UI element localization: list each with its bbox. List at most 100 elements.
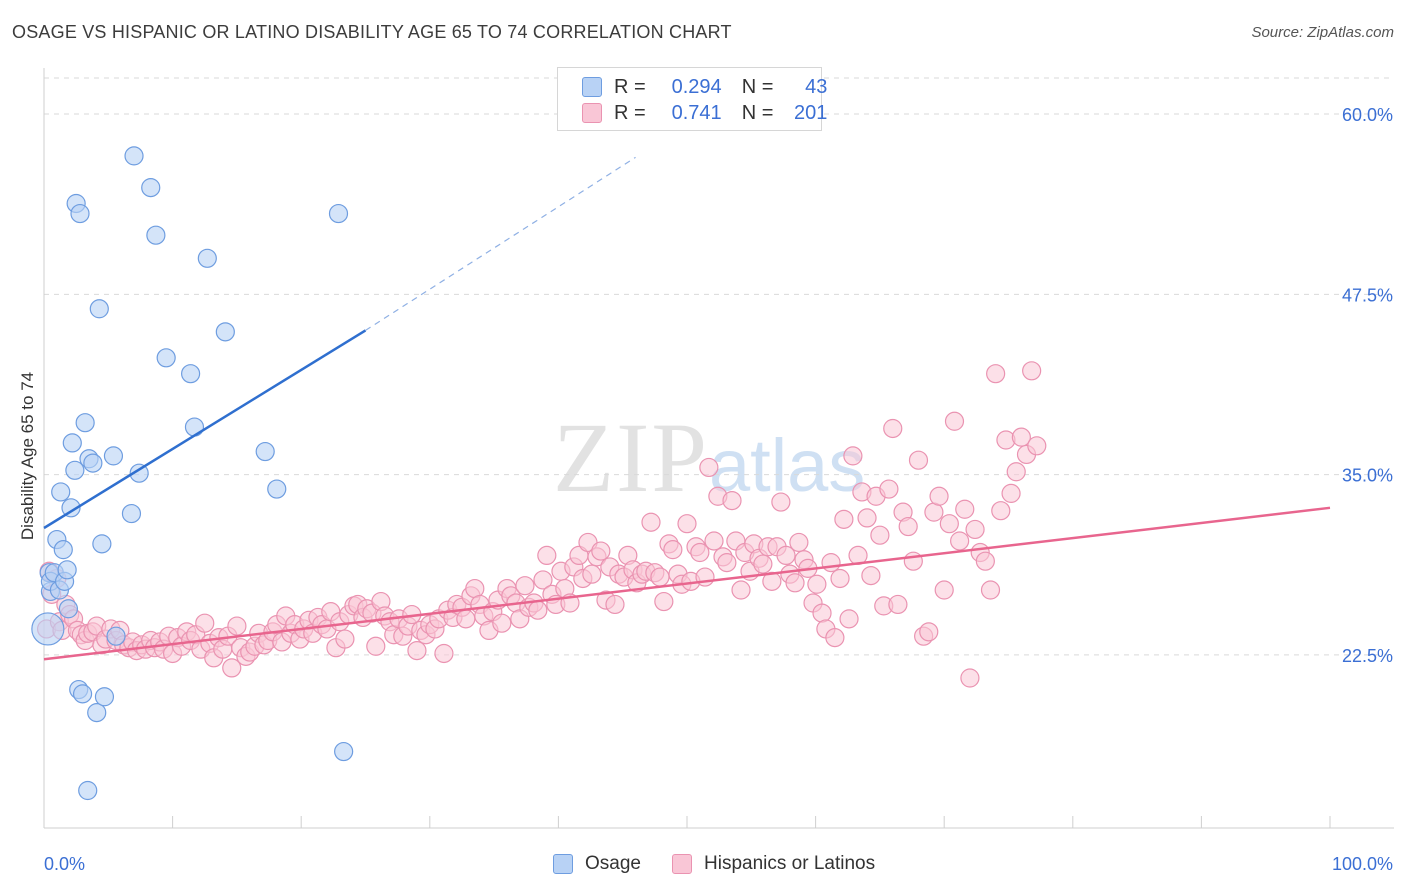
y-axis-label: Disability Age 65 to 74 [18, 371, 37, 541]
hispanic-point [991, 501, 1011, 521]
hispanic-point [898, 516, 918, 537]
hispanic-point [830, 568, 850, 589]
hispanic-point [717, 553, 737, 573]
hispanic-point [879, 479, 899, 499]
osage-point [61, 498, 81, 518]
hispanic-legend-label: Hispanics or Latinos [704, 853, 876, 874]
source-label: Source: ZipAtlas.com [1251, 24, 1394, 41]
hispanic-point [821, 553, 841, 573]
osage-point [156, 348, 176, 368]
hispanic-point [1001, 483, 1021, 503]
hispanic-point [834, 509, 854, 529]
osage-point [103, 446, 124, 466]
hispanic-point [908, 450, 929, 470]
osage-point [65, 460, 85, 480]
hispanic-point [861, 565, 881, 586]
hispanic-n-value: 201 [794, 101, 828, 124]
osage-point [70, 203, 90, 224]
hispanic-point [690, 542, 710, 563]
n-label: N = [741, 101, 774, 124]
hispanic-point [883, 418, 903, 439]
hispanic-point [582, 564, 602, 584]
osage-legend-label: Osage [585, 853, 641, 874]
hispanic-point [839, 609, 859, 629]
x-tick-label-min: 0.0% [44, 854, 85, 874]
hispanic-point [699, 457, 719, 478]
osage-point [197, 248, 217, 268]
hispanic-point [650, 567, 670, 587]
legend-item-hispanic: Hispanics or Latinos [672, 853, 875, 875]
chart-title: OSAGE VS HISPANIC OR LATINO DISABILITY A… [12, 22, 732, 42]
osage-point [31, 612, 65, 646]
osage-point [267, 479, 287, 499]
hispanic-point [195, 613, 215, 633]
hispanic-point [227, 616, 247, 636]
hispanic-legend-swatch [672, 854, 692, 874]
y-tick-label: 35.0% [1342, 466, 1393, 486]
osage-r-value: 0.294 [671, 75, 722, 98]
hispanic-point [919, 622, 939, 642]
osage-point [334, 741, 354, 762]
hispanic-point [533, 570, 553, 590]
hispanic-point [939, 514, 959, 534]
osage-point [106, 626, 126, 646]
legend-item-osage: Osage [553, 853, 641, 875]
osage-point [87, 703, 107, 723]
hispanic-point [924, 502, 944, 522]
hispanic-point [975, 551, 995, 571]
hispanic-swatch [582, 103, 602, 123]
legend-row-osage: R = 0.294 N = 43 [582, 75, 827, 99]
hispanic-point [888, 594, 908, 615]
hispanic-point [407, 640, 427, 661]
osage-point [92, 534, 112, 554]
hispanic-point [722, 490, 742, 511]
osage-trend-line [43, 329, 367, 530]
legend-row-hispanic: R = 0.741 N = 201 [582, 101, 827, 125]
r-label: R = [614, 75, 646, 98]
hispanic-point [528, 600, 548, 620]
hispanic-point [812, 603, 832, 623]
hispanic-point [537, 545, 557, 566]
osage-point [146, 225, 166, 245]
osage-point [328, 203, 349, 224]
hispanic-point [955, 499, 975, 519]
hispanic-point [677, 514, 697, 534]
hispanic-point [456, 609, 476, 629]
hispanic-point [1011, 427, 1031, 447]
hispanic-point [492, 613, 512, 633]
hispanic-point [465, 578, 485, 599]
correlation-legend: R = 0.294 N = 43 R = 0.741 N = 201 [557, 67, 827, 131]
osage-point [215, 322, 235, 342]
hispanic-point [753, 554, 773, 574]
y-tick-label: 60.0% [1342, 105, 1393, 125]
osage-point [72, 684, 93, 704]
osage-point [181, 364, 201, 384]
hispanic-point [641, 512, 661, 532]
hispanic-point [222, 658, 242, 678]
osage-n-value: 43 [805, 75, 828, 98]
hispanic-r-value: 0.741 [671, 101, 722, 124]
hispanic-point [771, 492, 791, 512]
y-tick-label: 47.5% [1342, 285, 1393, 305]
x-tick-label-max: 100.0% [1332, 854, 1393, 874]
osage-point [184, 417, 205, 437]
hispanic-point [335, 629, 355, 649]
hispanic-point [960, 668, 980, 688]
hispanic-point [944, 411, 965, 431]
osage-point [94, 687, 115, 707]
hispanic-point [776, 545, 796, 566]
osage-legend-swatch [553, 854, 573, 874]
hispanic-point [825, 628, 845, 648]
osage-point [78, 780, 98, 801]
hispanic-point [857, 508, 877, 528]
hispanic-point [785, 573, 805, 593]
watermark: ZIPatlas [553, 400, 865, 515]
osage-point [141, 178, 161, 198]
osage-point [75, 413, 95, 433]
osage-point [57, 560, 77, 580]
series-legend: Osage Hispanics or Latinos [0, 850, 1406, 878]
osage-point [53, 540, 73, 560]
hispanic-point [663, 540, 683, 560]
osage-point [89, 299, 109, 319]
